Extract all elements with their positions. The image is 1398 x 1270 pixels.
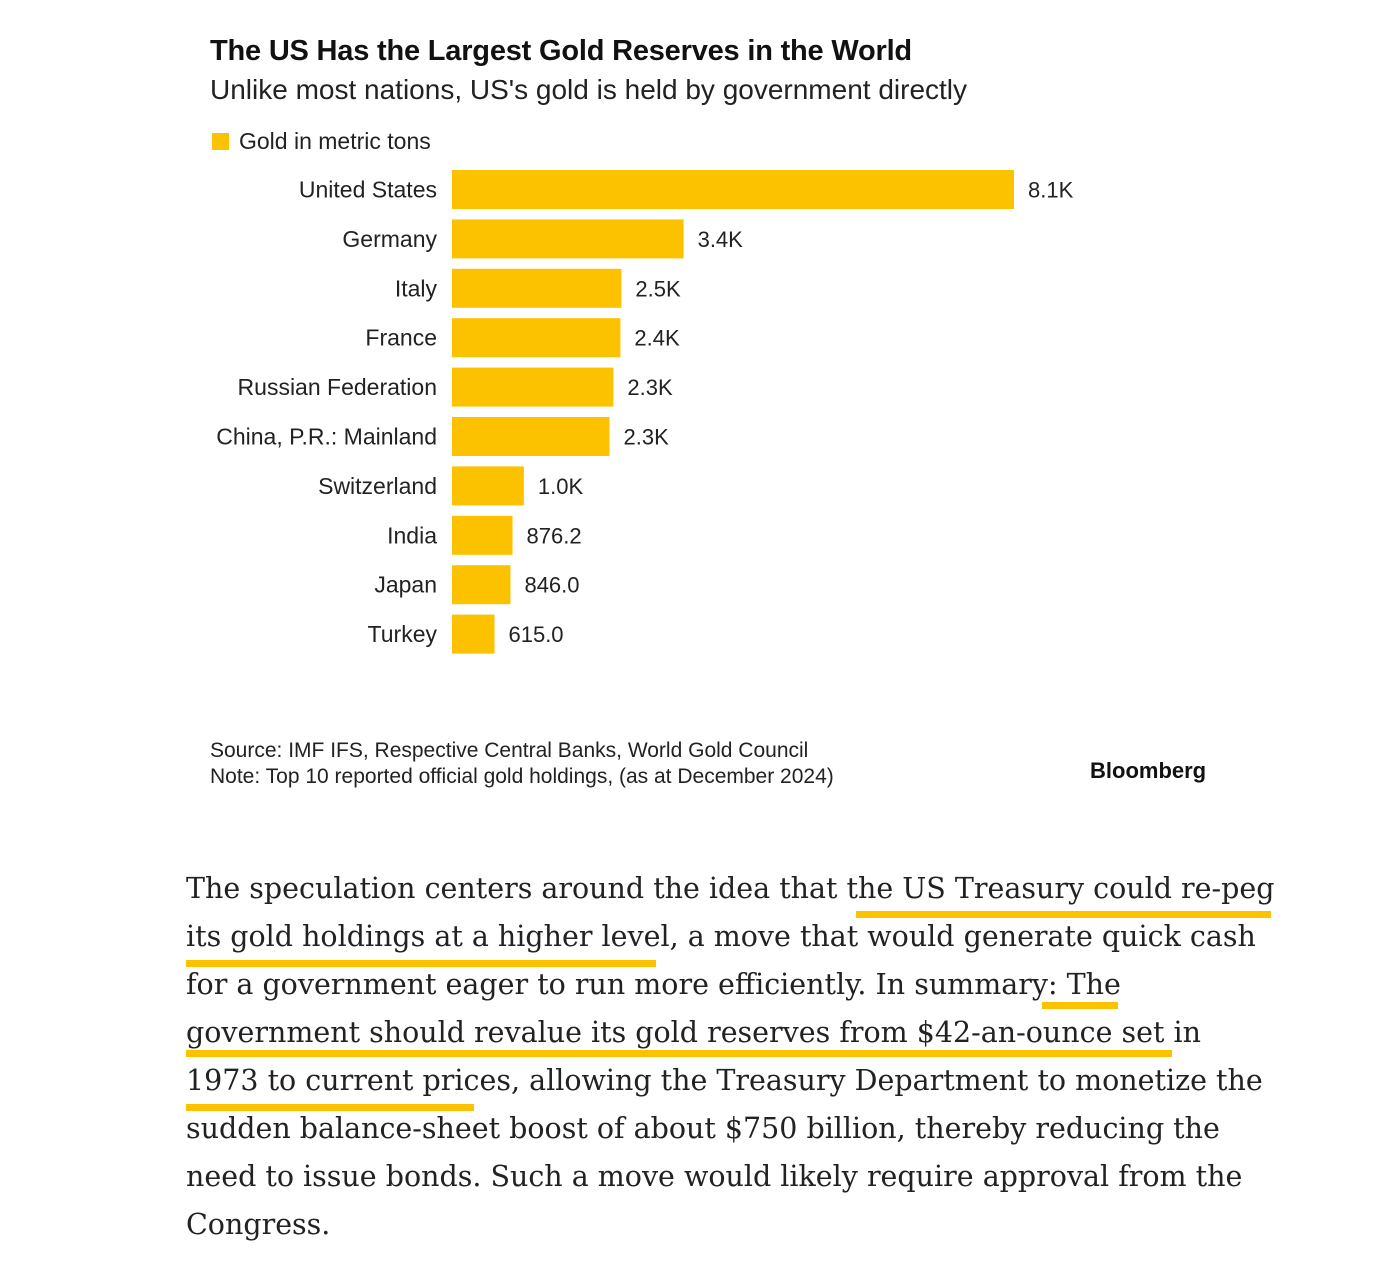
category-label: India <box>387 522 437 548</box>
highlight-underline <box>1042 1002 1118 1009</box>
category-label: Germany <box>342 226 437 252</box>
legend-label: Gold in metric tons <box>239 128 431 154</box>
article-line: 1973 to current prices, allowing the Tre… <box>186 1064 1263 1097</box>
category-label: Turkey <box>368 621 438 647</box>
highlight-underline <box>856 911 1271 918</box>
category-label: United States <box>299 177 437 203</box>
bar-france <box>452 318 621 358</box>
data-label: 846.0 <box>524 573 579 598</box>
note-text: Note: Top 10 reported official gold hold… <box>210 765 834 788</box>
highlight-underline <box>186 1104 474 1111</box>
bar-chart: United States 8.1K Germany 3.4K Italy 2.5K Fra… <box>216 170 1074 654</box>
highlight-underline <box>186 1050 1172 1057</box>
bloomberg-logo: Bloomberg <box>1090 758 1207 783</box>
category-label: Russian Federation <box>238 374 437 400</box>
data-label: 2.3K <box>624 425 670 450</box>
highlight-underline <box>186 960 656 967</box>
article-line: for a government eager to run more effic… <box>186 968 1121 1001</box>
bar-italy <box>452 268 622 308</box>
category-label: Japan <box>374 572 437 598</box>
article-line: government should revalue its gold reser… <box>186 1016 1201 1049</box>
source-note: Source: IMF IFS, Respective Central Bank… <box>210 738 834 790</box>
bar-switzerland <box>452 466 524 506</box>
bar-india <box>452 515 513 555</box>
data-label: 1.0K <box>538 474 584 499</box>
bar-united-states <box>452 170 1014 209</box>
data-label: 2.5K <box>635 276 681 301</box>
legend: Gold in metric tons <box>212 128 431 155</box>
data-label: 876.2 <box>527 523 582 548</box>
chart-subtitle: Unlike most nations, US's gold is held b… <box>210 74 968 105</box>
bar-turkey <box>452 614 495 654</box>
category-label: Switzerland <box>318 473 437 499</box>
bar-japan <box>452 565 511 605</box>
article-line: Congress. <box>186 1208 331 1241</box>
data-label: 3.4K <box>698 227 744 252</box>
bar-russian-federation <box>452 367 614 407</box>
data-label: 8.1K <box>1028 178 1074 203</box>
article-line: need to issue bonds. Such a move would l… <box>186 1160 1243 1193</box>
category-label: Italy <box>395 275 438 301</box>
article-line: The speculation centers around the idea … <box>186 872 1275 905</box>
article-line: its gold holdings at a higher level, a m… <box>186 920 1256 953</box>
article-paragraph: The speculation centers around the idea … <box>186 865 1286 1249</box>
chart-title: The US Has the Largest Gold Reserves in … <box>210 35 912 67</box>
data-label: 2.3K <box>627 375 673 400</box>
article-line: sudden balance-sheet boost of about $750… <box>186 1112 1220 1145</box>
bar-china-p-r-mainland <box>452 417 610 456</box>
data-label: 615.0 <box>508 622 563 647</box>
data-label: 2.4K <box>634 326 680 351</box>
source-text: Source: IMF IFS, Respective Central Bank… <box>210 739 809 762</box>
bar-germany <box>452 219 684 259</box>
legend-swatch <box>212 133 229 150</box>
category-label: China, P.R.: Mainland <box>216 424 437 450</box>
category-label: France <box>365 325 437 351</box>
